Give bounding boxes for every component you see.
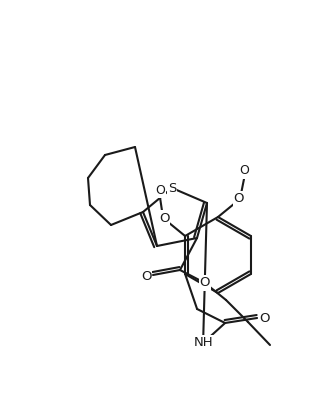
Text: O: O	[155, 183, 165, 197]
Text: O: O	[234, 192, 244, 206]
Text: NH: NH	[193, 337, 213, 349]
Text: S: S	[168, 181, 176, 195]
Text: O: O	[200, 276, 210, 290]
Text: O: O	[141, 271, 151, 283]
Text: O: O	[239, 164, 249, 178]
Text: O: O	[159, 211, 169, 225]
Text: O: O	[259, 311, 269, 325]
